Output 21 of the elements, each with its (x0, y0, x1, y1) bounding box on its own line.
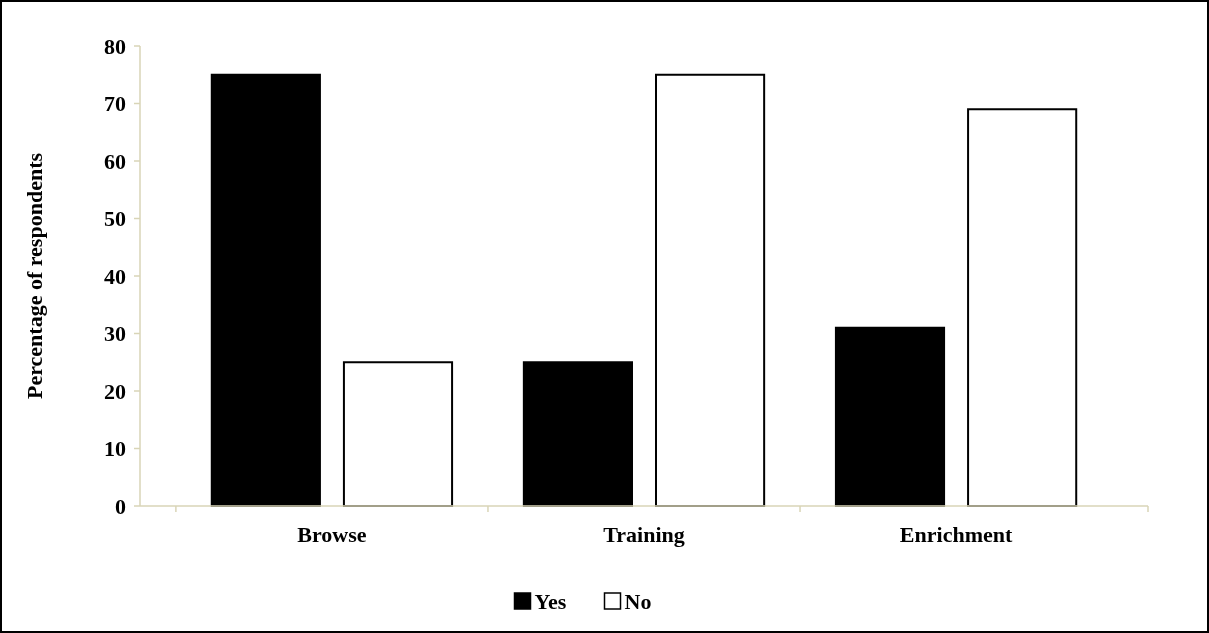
bar (834, 326, 946, 507)
y-tick-label: 30 (104, 321, 126, 347)
y-tick-label: 10 (104, 436, 126, 462)
legend-label: Yes (534, 588, 567, 614)
legend-label: No (624, 588, 652, 614)
y-tick-label: 50 (104, 206, 126, 232)
bar (522, 361, 633, 507)
y-tick-label: 60 (104, 148, 126, 174)
y-tick-label: 70 (104, 91, 126, 117)
y-tick-label: 40 (104, 263, 126, 289)
bar (210, 73, 321, 507)
bar (655, 73, 766, 507)
x-tick-label: Enrichment (899, 522, 1013, 547)
y-axis-title: Percentage of respondents (22, 152, 47, 400)
bar (967, 108, 1078, 507)
bar (342, 361, 454, 507)
x-tick-label: Training (603, 522, 685, 547)
x-tick-label: Browse (297, 522, 367, 547)
y-tick-label: 0 (115, 493, 126, 519)
y-tick-label: 80 (104, 33, 126, 59)
y-tick-label: 20 (104, 378, 126, 404)
